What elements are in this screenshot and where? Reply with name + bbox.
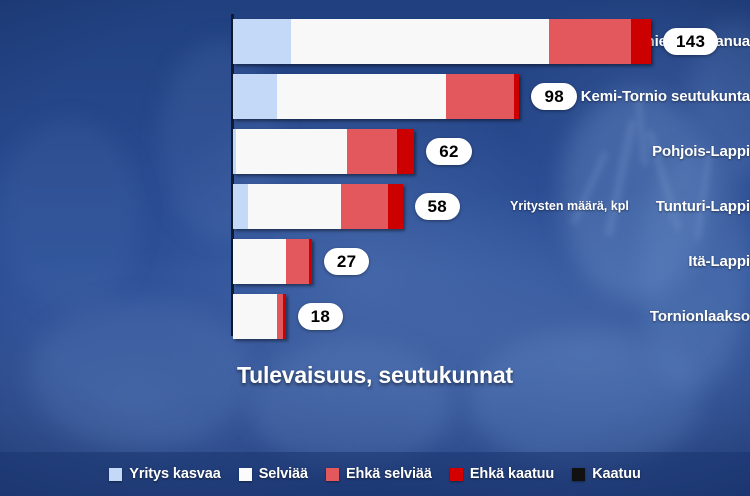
value-pill: 58 bbox=[414, 193, 461, 220]
bar-segment bbox=[387, 184, 403, 229]
category-label: Kemi-Tornio seutukunta bbox=[580, 88, 750, 105]
bar-segment bbox=[308, 239, 312, 284]
y-axis-line bbox=[231, 14, 234, 336]
x-axis-unit-label: Yritysten määrä, kpl bbox=[510, 199, 629, 213]
value-pill: 98 bbox=[531, 83, 577, 110]
bar-segment bbox=[341, 184, 388, 229]
reindeer-silhouette-blob bbox=[470, 330, 700, 470]
legend-item[interactable]: Yritys kasvaa bbox=[109, 466, 221, 482]
reindeer-silhouette-blob bbox=[560, 90, 710, 300]
bar-segment bbox=[233, 74, 277, 119]
reindeer-silhouette-blob bbox=[640, 150, 750, 390]
bar-segment bbox=[276, 74, 447, 119]
bar-segment bbox=[282, 294, 286, 339]
bar-row: Pohjois-Lappi 62 bbox=[0, 129, 750, 174]
legend-label: Ehkä selviää bbox=[345, 466, 432, 482]
category-label: Tunturi-Lappi bbox=[655, 198, 750, 215]
bar-segment bbox=[548, 19, 631, 64]
legend-item[interactable]: Selviää bbox=[238, 466, 308, 482]
chart-title: Tulevaisuus, seutukunnat bbox=[237, 362, 513, 388]
legend-swatch bbox=[109, 467, 123, 481]
legend-label: Selviää bbox=[258, 466, 308, 482]
bar-segment bbox=[235, 129, 347, 174]
bar-segment bbox=[396, 129, 415, 174]
value-pill: 27 bbox=[323, 248, 370, 275]
legend-items: Yritys kasvaa Selviää Ehkä selviää Ehkä kaa… bbox=[109, 466, 641, 482]
bar-segment bbox=[233, 19, 292, 64]
legend-swatch bbox=[572, 467, 586, 481]
bar-segment bbox=[291, 19, 549, 64]
value-pill: 18 bbox=[297, 303, 344, 330]
legend-item[interactable]: Ehkä selviää bbox=[325, 466, 432, 482]
bar-segment bbox=[446, 74, 514, 119]
stacked-bar[interactable] bbox=[233, 129, 415, 174]
category-label: Tornionlaakso bbox=[649, 308, 750, 325]
reindeer-silhouette-blob bbox=[0, 120, 140, 310]
stacked-bar[interactable] bbox=[233, 239, 312, 284]
bar-segment bbox=[276, 294, 283, 339]
bar-segment bbox=[513, 74, 520, 119]
bar-segment bbox=[346, 129, 397, 174]
legend-item[interactable]: Ehkä kaatuu bbox=[449, 466, 555, 482]
legend-item[interactable]: Kaatuu bbox=[572, 466, 641, 482]
stacked-bar[interactable] bbox=[233, 294, 286, 339]
stacked-bar[interactable] bbox=[233, 74, 520, 119]
bar-segment bbox=[233, 184, 248, 229]
reindeer-silhouette-blob bbox=[30, 300, 250, 450]
bar-row: Tornionlaakso 18 bbox=[0, 294, 750, 339]
reindeer-silhouette-blob bbox=[250, 340, 450, 470]
bar-row: Itä-Lappi 27 bbox=[0, 239, 750, 284]
value-pill: 143 bbox=[663, 28, 719, 55]
legend-swatch bbox=[449, 467, 463, 481]
stacked-bar[interactable] bbox=[233, 19, 651, 64]
legend-label: Ehkä kaatuu bbox=[469, 466, 555, 482]
bar-segment bbox=[233, 129, 236, 174]
bar-row: Kemi-Tornio seutukunta 98 bbox=[0, 74, 750, 119]
legend-label: Kaatuu bbox=[592, 466, 641, 482]
category-label: Itä-Lappi bbox=[688, 253, 750, 270]
category-label: Pohjois-Lappi bbox=[652, 143, 750, 160]
bar-segment bbox=[233, 294, 277, 339]
bar-segment bbox=[247, 184, 342, 229]
bar-segment bbox=[285, 239, 309, 284]
bar-segment bbox=[233, 239, 286, 284]
chart-legend: Yritys kasvaa Selviää Ehkä selviää Ehkä kaa… bbox=[0, 452, 750, 496]
legend-swatch bbox=[238, 467, 252, 481]
legend-label: Yritys kasvaa bbox=[129, 466, 221, 482]
bar-segment bbox=[630, 19, 651, 64]
value-pill: 62 bbox=[426, 138, 472, 165]
legend-swatch bbox=[325, 467, 339, 481]
bar-row: Tunturi-Lappi 58 bbox=[0, 184, 750, 229]
stacked-bar[interactable] bbox=[233, 184, 403, 229]
